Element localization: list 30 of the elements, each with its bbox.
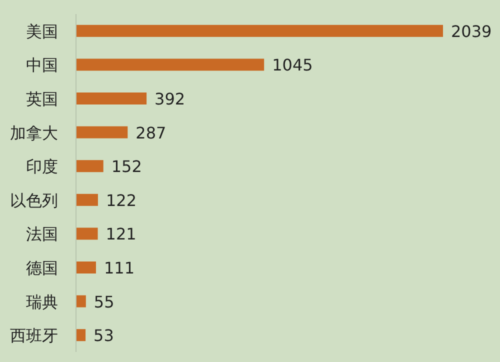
data-label: 121	[106, 224, 136, 244]
bar	[76, 24, 443, 37]
data-label: 122	[106, 190, 137, 210]
bar	[76, 126, 128, 138]
y-tick-label: 英国	[26, 90, 58, 108]
y-tick-label: 美国	[26, 22, 58, 41]
data-label: 111	[104, 258, 135, 278]
y-tick-label: 西班牙	[10, 326, 58, 346]
y-tick-label: 中国	[26, 56, 58, 75]
bar	[76, 262, 96, 274]
y-tick-label: 加拿大	[10, 123, 58, 142]
data-label: 152	[111, 157, 142, 176]
data-label: 55	[94, 292, 114, 312]
bar	[76, 92, 147, 104]
bar	[76, 295, 86, 308]
data-label: 1045	[272, 56, 313, 75]
y-tick-label: 法国	[26, 224, 58, 244]
y-tick-label: 德国	[26, 258, 58, 278]
y-tick-label: 瑞典	[26, 292, 58, 312]
data-label: 392	[154, 90, 186, 108]
y-tick-label: 以色列	[10, 190, 58, 210]
bar	[76, 194, 98, 206]
bar	[76, 329, 86, 342]
y-tick-label: 印度	[26, 157, 58, 176]
data-label: 53	[94, 326, 114, 346]
bar	[76, 58, 264, 71]
data-label: 287	[136, 123, 166, 142]
bar	[76, 228, 98, 240]
data-label: 2039	[451, 22, 492, 41]
bar	[76, 160, 104, 172]
